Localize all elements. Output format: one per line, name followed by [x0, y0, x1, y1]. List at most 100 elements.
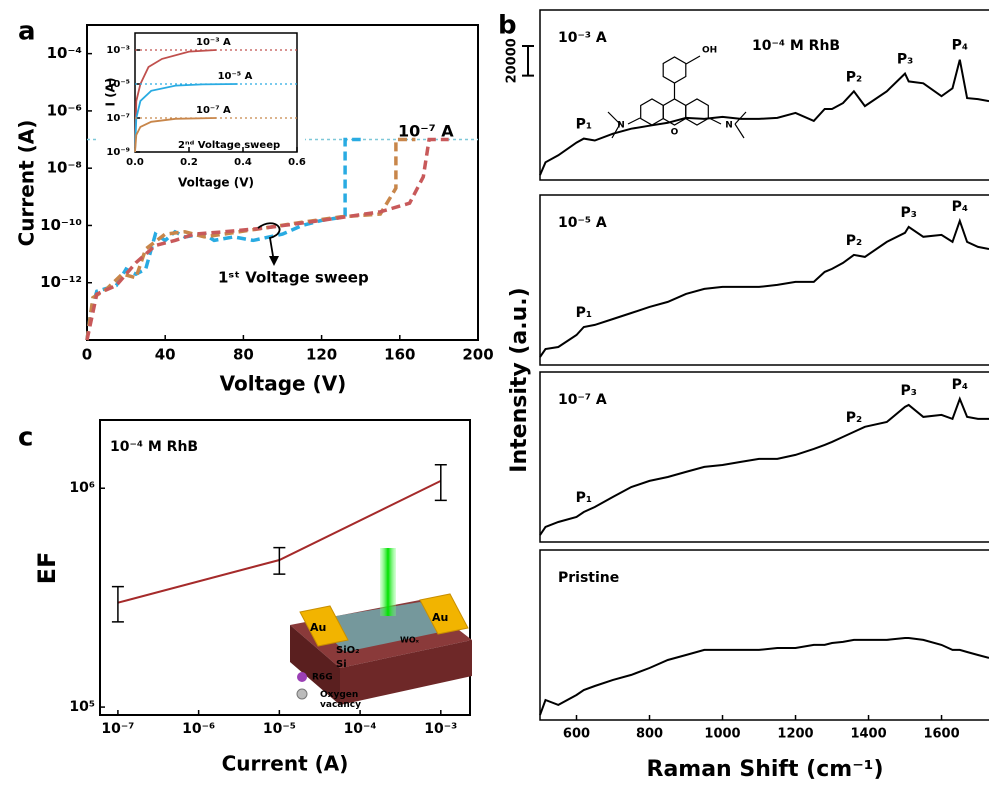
x-tick-label: 1600 — [923, 727, 959, 742]
peak-label: P₂ — [846, 410, 862, 426]
inset-label: WOₓ — [400, 636, 420, 645]
spectrum — [539, 59, 989, 176]
peak-label: P₃ — [897, 52, 913, 68]
inset-label: Oxygen vacancy — [320, 690, 361, 710]
series-line — [85, 137, 416, 341]
series-line — [85, 137, 449, 341]
x-tick-label: 160 — [384, 346, 415, 364]
molecule-ring — [685, 98, 709, 126]
series-line — [134, 117, 217, 153]
y-tick-label: 10⁻⁴ — [47, 44, 82, 62]
peak-label: P₄ — [952, 199, 968, 215]
x-tick-label: 120 — [306, 346, 337, 364]
panel-label: b — [498, 11, 517, 41]
annotation: 10⁻⁴ M RhB — [110, 439, 198, 455]
y-tick-label: 10⁻³ — [106, 45, 130, 56]
peak-label: P₁ — [576, 305, 592, 321]
x-axis-label: Voltage (V) — [220, 372, 347, 396]
peak-label: P₂ — [846, 69, 862, 85]
x-axis-label: Raman Shift (cm⁻¹) — [647, 757, 884, 782]
x-axis-label: Voltage (V) — [178, 176, 254, 190]
x-tick-label: 10⁻⁶ — [182, 721, 215, 737]
y-tick-label: 10⁵ — [69, 699, 95, 715]
molecule-ring — [662, 56, 687, 84]
x-tick-label: 1200 — [777, 727, 813, 742]
panel-label: c — [18, 423, 33, 453]
plot-frame — [86, 24, 479, 341]
y-tick-label: 10⁻¹⁰ — [40, 216, 82, 234]
x-axis-label: Current (A) — [222, 752, 349, 776]
error-bar — [273, 546, 286, 575]
peak-label: P₁ — [576, 117, 592, 133]
y-axis-label: Current (A) — [15, 120, 39, 247]
inset-background — [97, 27, 305, 192]
molecule-label: N — [617, 121, 625, 131]
x-tick-label: 1000 — [704, 727, 740, 742]
x-tick-label: 800 — [636, 727, 663, 742]
peak-label: P₁ — [576, 490, 592, 506]
y-tick-label: 10⁻¹² — [40, 273, 82, 291]
peak-label: P₂ — [846, 233, 862, 249]
spectrum — [539, 637, 989, 716]
spectrum — [539, 396, 989, 536]
electrode — [419, 593, 469, 635]
scale-bar — [522, 45, 534, 77]
annotation: 2ⁿᵈ Voltage sweep — [178, 140, 280, 151]
x-tick-label: 0.6 — [288, 157, 306, 168]
molecule-label: O — [671, 128, 679, 138]
inset-label: SiO₂ — [336, 645, 360, 656]
x-tick-label: 200 — [462, 346, 493, 364]
annotation: 10⁻⁷ A — [398, 122, 454, 141]
x-tick-label: 1400 — [850, 727, 886, 742]
peak-label: P₄ — [952, 377, 968, 393]
panel-label: 10⁻³ A — [558, 30, 607, 46]
y-tick-label: 10⁶ — [69, 480, 95, 496]
y-tick-label: 10⁻⁸ — [47, 159, 82, 177]
x-tick-label: 10⁻⁴ — [344, 721, 377, 737]
x-tick-label: 0.0 — [126, 157, 144, 168]
error-bar — [434, 464, 447, 502]
x-tick-label: 0 — [82, 346, 92, 364]
series-label: 10⁻³ A — [196, 37, 231, 48]
x-tick-label: 80 — [233, 346, 254, 364]
x-tick-label: 0.4 — [234, 157, 252, 168]
x-tick-label: 40 — [155, 346, 176, 364]
inset-label: Au — [432, 611, 448, 624]
peak-label: P₄ — [952, 38, 968, 54]
error-bar — [111, 585, 124, 623]
molecule-label: N — [725, 121, 733, 131]
inset-label: R6G — [312, 673, 333, 683]
annotation: 1ˢᵗ Voltage sweep — [218, 269, 369, 287]
substrate-side — [340, 640, 472, 705]
y-tick-label: 10⁻⁷ — [106, 113, 130, 124]
inset-label: Si — [336, 659, 347, 670]
substrate-front — [290, 625, 340, 705]
x-tick-label: 10⁻⁵ — [263, 721, 296, 737]
electrode — [299, 605, 349, 647]
panel-frame — [539, 9, 989, 181]
scale-bar-label: 20000 — [505, 38, 520, 83]
panel-frame — [539, 194, 989, 366]
y-tick-label: 10⁻⁹ — [106, 147, 130, 158]
molecule-label: OH — [702, 46, 717, 56]
molecule-bond — [607, 55, 747, 139]
plot-frame — [134, 32, 298, 153]
vacancy-icon — [296, 688, 308, 700]
panel-label: a — [18, 17, 36, 47]
y-tick-label: 10⁻⁶ — [47, 101, 82, 119]
y-axis-label: EF — [33, 552, 61, 585]
inset-label: Au — [310, 621, 326, 634]
panel-label: 10⁻⁷ A — [558, 392, 607, 408]
x-tick-label: 0.2 — [180, 157, 198, 168]
title: 10⁻⁴ M RhB — [752, 38, 840, 54]
x-tick-label: 10⁻³ — [424, 721, 457, 737]
panel-label: 10⁻⁵ A — [558, 215, 607, 231]
panel-label: Pristine — [558, 570, 619, 586]
series-label: 10⁻⁷ A — [196, 105, 231, 116]
annotation-arrow — [257, 222, 281, 263]
peak-label: P₃ — [900, 383, 916, 399]
y-axis-label: Intensity (a.u.) — [507, 287, 532, 472]
y-axis-label: I (A) — [104, 78, 118, 107]
